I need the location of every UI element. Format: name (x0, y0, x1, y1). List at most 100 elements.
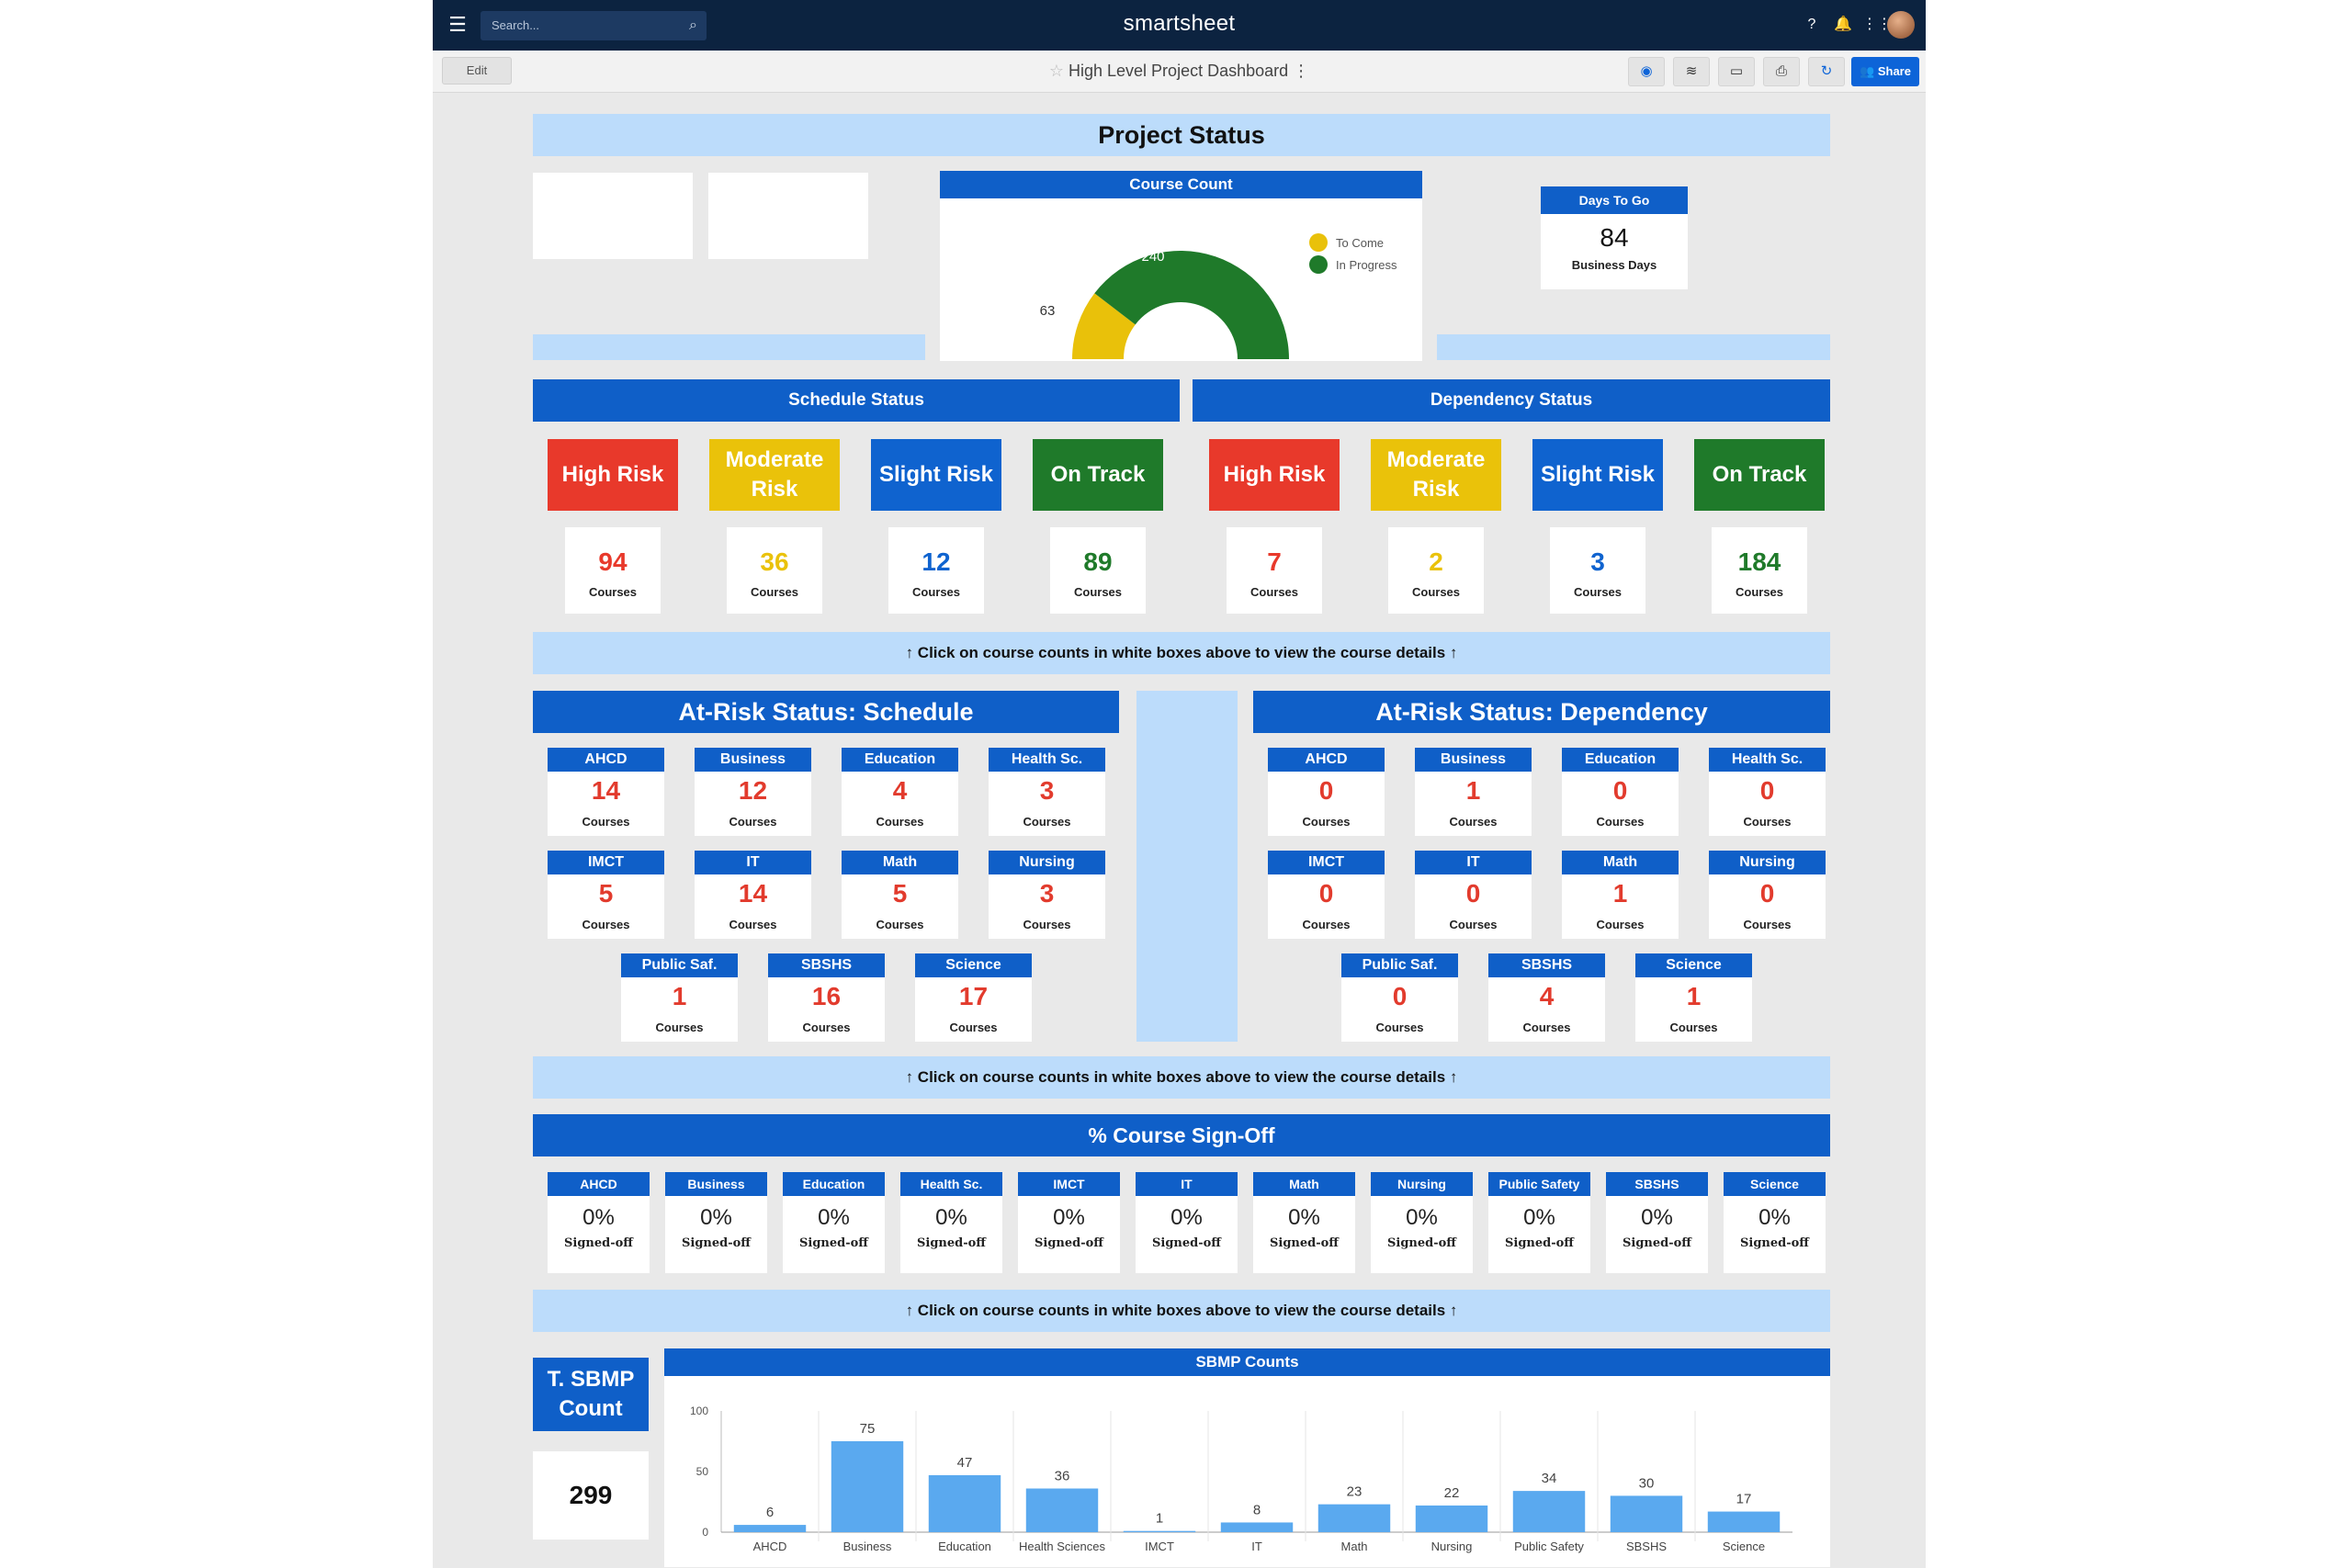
bar-business (831, 1441, 904, 1532)
apps-grid-icon[interactable]: ⋮⋮ (1862, 17, 1892, 32)
tile-unit: Signed-off (1270, 1236, 1339, 1250)
signoff-tile-math[interactable]: Math 0% Signed-off (1253, 1172, 1355, 1273)
dependency-tile-science[interactable]: Science 1 Courses (1635, 953, 1752, 1042)
user-avatar[interactable] (1887, 11, 1915, 39)
schedule-tile-nursing[interactable]: Nursing 3 Courses (989, 851, 1105, 939)
tile-value: 0 (1759, 776, 1775, 805)
schedule-tile-science[interactable]: Science 17 Courses (915, 953, 1032, 1042)
bar-health-sciences (1025, 1488, 1099, 1532)
tile-header: SBSHS (1488, 953, 1605, 977)
x-tick-label: Science (1723, 1540, 1765, 1553)
help-icon[interactable]: ? (1807, 17, 1816, 32)
tile-unit: Signed-off (564, 1236, 633, 1250)
tile-value: 0% (1288, 1205, 1320, 1230)
project-status-header: Project Status (533, 114, 1830, 156)
hamburger-menu-icon[interactable]: ☰ (448, 13, 467, 36)
signoff-tile-it[interactable]: IT 0% Signed-off (1136, 1172, 1238, 1273)
donut-segment-to-come[interactable] (1072, 293, 1136, 359)
schedule-tile-education[interactable]: Education 4 Courses (842, 748, 958, 836)
schedule-high-risk-count[interactable]: 94 Courses (565, 527, 661, 614)
signoff-tile-health-sc[interactable]: Health Sc. 0% Signed-off (900, 1172, 1002, 1273)
tile-unit: Signed-off (682, 1236, 751, 1250)
days-to-go-widget: Days To Go 84 Business Days (1541, 186, 1688, 289)
signoff-tile-ahcd[interactable]: AHCD 0% Signed-off (548, 1172, 650, 1273)
x-tick-label: Business (843, 1540, 892, 1553)
count-value: 89 (1083, 547, 1113, 576)
signoff-tile-education[interactable]: Education 0% Signed-off (783, 1172, 885, 1273)
notifications-bell-icon[interactable]: 🔔 (1834, 17, 1852, 32)
tile-header: Nursing (1371, 1172, 1473, 1196)
dependency-slight-risk-count[interactable]: 3 Courses (1550, 527, 1645, 614)
share-button[interactable]: 👥 Share (1851, 57, 1919, 86)
tile-value: 14 (591, 776, 621, 805)
widgets-icon[interactable]: ≋ (1673, 57, 1710, 86)
x-tick-label: IMCT (1145, 1540, 1174, 1553)
donut-segment-in-progress[interactable] (1094, 251, 1289, 359)
title-more-icon[interactable]: ⋮ (1293, 62, 1310, 80)
dependency-tile-business[interactable]: Business 1 Courses (1415, 748, 1532, 836)
tile-header: Nursing (1709, 851, 1826, 874)
search-icon[interactable]: ⌕ (689, 17, 697, 33)
schedule-tile-public-saf[interactable]: Public Saf. 1 Courses (621, 953, 738, 1042)
search-input[interactable]: Search... ⌕ (481, 11, 707, 40)
tile-value: 0 (1759, 879, 1775, 908)
tile-unit: Courses (729, 815, 777, 829)
schedule-moderate-risk-count[interactable]: 36 Courses (727, 527, 822, 614)
days-to-go-value[interactable]: 84 (1600, 223, 1629, 252)
dependency-tile-public-saf[interactable]: Public Saf. 0 Courses (1341, 953, 1458, 1042)
signoff-tile-public-safety[interactable]: Public Safety 0% Signed-off (1488, 1172, 1590, 1273)
dependency-tile-education[interactable]: Education 0 Courses (1562, 748, 1679, 836)
schedule-tile-business[interactable]: Business 12 Courses (695, 748, 811, 836)
present-icon[interactable]: ▭ (1718, 57, 1755, 86)
dependency-tile-nursing[interactable]: Nursing 0 Courses (1709, 851, 1826, 939)
tile-unit: Signed-off (1035, 1236, 1103, 1250)
tile-header: Education (1562, 748, 1679, 772)
dependency-tile-health-sc[interactable]: Health Sc. 0 Courses (1709, 748, 1826, 836)
edit-button[interactable]: Edit (442, 57, 512, 85)
schedule-slight-risk-count[interactable]: 12 Courses (888, 527, 984, 614)
schedule-tile-sbshs[interactable]: SBSHS 16 Courses (768, 953, 885, 1042)
signoff-tile-imct[interactable]: IMCT 0% Signed-off (1018, 1172, 1120, 1273)
separator-right (1437, 334, 1830, 360)
schedule-tile-ahcd[interactable]: AHCD 14 Courses (548, 748, 664, 836)
signoff-tile-science[interactable]: Science 0% Signed-off (1724, 1172, 1826, 1273)
schedule-tile-math[interactable]: Math 5 Courses (842, 851, 958, 939)
dependency-moderate-risk-count[interactable]: 2 Courses (1388, 527, 1484, 614)
tile-value: 5 (598, 879, 614, 908)
sbmp-total-value[interactable]: 299 (533, 1451, 649, 1540)
schedule-tile-imct[interactable]: IMCT 5 Courses (548, 851, 664, 939)
dependency-tile-math[interactable]: Math 1 Courses (1562, 851, 1679, 939)
tile-value: 3 (1039, 879, 1055, 908)
print-icon[interactable]: ⎙ (1763, 57, 1800, 86)
x-tick-label: AHCD (753, 1540, 787, 1553)
tile-unit: Courses (949, 1021, 998, 1034)
dependency-tile-it[interactable]: IT 0 Courses (1415, 851, 1532, 939)
x-tick-label: SBSHS (1626, 1540, 1667, 1553)
legend-label-to-come: To Come (1336, 236, 1384, 250)
count-unit: Courses (750, 585, 799, 599)
dependency-high-risk-count[interactable]: 7 Courses (1227, 527, 1322, 614)
separator-left (533, 334, 925, 360)
tile-value: 16 (811, 982, 842, 1010)
tile-header: IMCT (1018, 1172, 1120, 1196)
signoff-tile-sbshs[interactable]: SBSHS 0% Signed-off (1606, 1172, 1708, 1273)
schedule-tile-health-sc[interactable]: Health Sc. 3 Courses (989, 748, 1105, 836)
dependency-on-track-card: On Track (1694, 439, 1825, 511)
x-tick-label: Public Safety (1514, 1540, 1584, 1553)
signoff-tile-business[interactable]: Business 0% Signed-off (665, 1172, 767, 1273)
tile-value: 1 (1686, 982, 1702, 1010)
refresh-icon[interactable]: ↻ (1808, 57, 1845, 86)
days-to-go-title: Days To Go (1541, 186, 1688, 214)
favorite-star-icon[interactable]: ☆ (1048, 62, 1064, 80)
dependency-tile-imct[interactable]: IMCT 0 Courses (1268, 851, 1385, 939)
signoff-tile-nursing[interactable]: Nursing 0% Signed-off (1371, 1172, 1473, 1273)
dependency-tile-sbshs[interactable]: SBSHS 4 Courses (1488, 953, 1605, 1042)
dependency-on-track-count[interactable]: 184 Courses (1712, 527, 1807, 614)
schedule-on-track-count[interactable]: 89 Courses (1050, 527, 1146, 614)
bar-ahcd (733, 1525, 807, 1532)
schedule-tile-it[interactable]: IT 14 Courses (695, 851, 811, 939)
tile-value: 14 (738, 879, 768, 908)
count-value: 36 (760, 547, 789, 576)
dependency-tile-ahcd[interactable]: AHCD 0 Courses (1268, 748, 1385, 836)
publish-globe-icon[interactable]: ◉ (1628, 57, 1665, 86)
